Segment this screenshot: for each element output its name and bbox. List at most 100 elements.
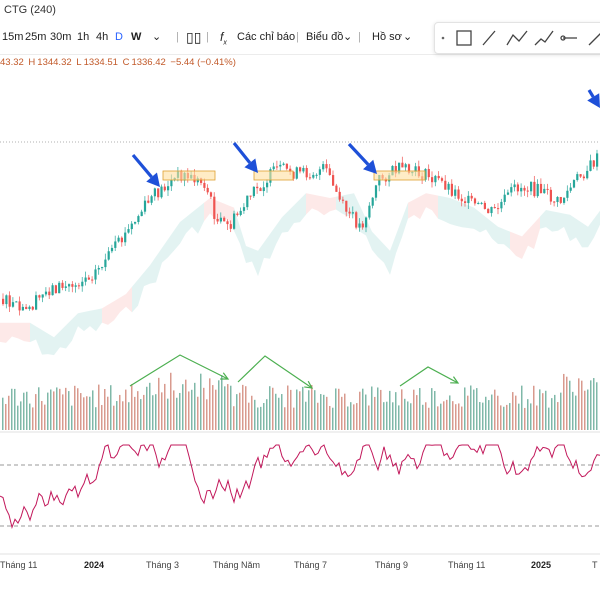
volume-bar xyxy=(542,393,544,430)
timeframe-1h[interactable]: 1h xyxy=(77,31,90,43)
candle-body xyxy=(434,175,437,183)
volume-bar xyxy=(500,405,502,430)
cloud-segment xyxy=(468,205,474,229)
candle-body xyxy=(427,168,430,178)
candle-body xyxy=(543,188,546,194)
bar-style-icon[interactable]: ▯▯ xyxy=(186,29,202,45)
candle-body xyxy=(473,198,477,204)
separator: | xyxy=(296,31,299,43)
trend-line-icon xyxy=(482,30,496,46)
candle-body xyxy=(150,196,153,203)
volume-bar xyxy=(383,402,385,430)
candle-body xyxy=(398,162,401,174)
volume-bar xyxy=(377,387,379,430)
candle-body xyxy=(87,277,90,280)
candle-body xyxy=(335,185,338,192)
cloud-segment xyxy=(156,247,162,283)
cloud-segment xyxy=(528,223,534,249)
volume-bar xyxy=(497,395,499,430)
candle-body xyxy=(35,295,38,310)
volume-bar xyxy=(392,402,394,430)
profile-button[interactable]: Hồ sơ xyxy=(372,31,402,43)
candle-body xyxy=(348,211,351,214)
timeframe-30m[interactable]: 30m xyxy=(50,31,72,43)
drag-handle-icon xyxy=(441,36,445,40)
candle-body xyxy=(503,194,506,202)
volume-bar xyxy=(338,388,340,430)
symbol-title[interactable]: CTG (240) xyxy=(4,4,56,16)
arrow-head xyxy=(244,158,258,173)
volume-bar xyxy=(149,382,151,430)
volume-bar xyxy=(218,380,220,430)
indicators-icon[interactable]: fx xyxy=(220,30,227,47)
candle-body xyxy=(5,295,8,305)
volume-bar xyxy=(116,401,118,430)
volume-bar xyxy=(437,406,439,430)
chart-canvas[interactable] xyxy=(0,70,600,570)
cloud-segment xyxy=(282,211,288,233)
timeframe-4h[interactable]: 4h xyxy=(96,31,109,43)
volume-bar xyxy=(443,401,445,430)
cloud-segment xyxy=(570,214,576,242)
cloud-segment xyxy=(450,198,456,226)
candle-body xyxy=(110,247,114,252)
cloud-segment xyxy=(318,195,324,216)
candle-body xyxy=(81,281,84,287)
x-tick-label: Tháng 11 xyxy=(0,560,38,570)
candle-body xyxy=(38,295,41,298)
candle-body xyxy=(206,187,209,193)
candle-body xyxy=(91,279,94,281)
volume-bar xyxy=(32,407,34,430)
volume-bar xyxy=(107,396,109,430)
candle-body xyxy=(143,200,147,212)
timeframe-d[interactable]: D xyxy=(115,31,123,43)
volume-bar xyxy=(95,407,97,430)
volume-bar xyxy=(389,390,391,430)
volume-bars xyxy=(2,372,598,430)
volume-bar xyxy=(257,407,259,430)
volume-bar xyxy=(8,395,10,430)
candle-body xyxy=(233,213,236,229)
chevron-down-icon[interactable]: ⌄ xyxy=(403,31,413,43)
volume-bar xyxy=(68,391,70,430)
x-tick-label: Tháng Năm xyxy=(213,560,261,570)
timeframe-w[interactable]: W xyxy=(131,31,142,43)
candle-body xyxy=(101,267,104,269)
volume-bar xyxy=(308,390,310,430)
candle-body xyxy=(457,189,460,199)
indicators-button[interactable]: Các chỉ báo xyxy=(237,31,296,43)
candle-body xyxy=(325,164,328,169)
volume-bar xyxy=(74,385,76,430)
volume-bar xyxy=(233,406,235,430)
candle-body xyxy=(513,184,516,188)
candle-body xyxy=(589,160,592,171)
volume-bar xyxy=(56,387,58,430)
volume-bar xyxy=(128,402,130,430)
candle-body xyxy=(77,285,81,287)
volume-bar xyxy=(518,403,520,430)
cloud-segment xyxy=(138,272,144,306)
candle-body xyxy=(41,294,44,298)
volume-bar xyxy=(296,389,298,430)
candle-body xyxy=(15,301,18,303)
cloud-segment xyxy=(246,246,252,264)
volume-bar xyxy=(512,392,514,430)
volume-bar xyxy=(482,402,484,430)
drawing-tools-icons xyxy=(441,30,600,46)
chevron-down-icon[interactable]: ⌄ xyxy=(343,31,353,43)
volume-bar xyxy=(152,395,154,430)
cloud-segment xyxy=(486,217,492,239)
cloud-segment xyxy=(456,200,462,228)
candle-body xyxy=(533,181,536,197)
candle-body xyxy=(236,213,239,215)
chart-type-button[interactable]: Biểu đồ xyxy=(306,31,344,43)
timeframe-15m[interactable]: 15m xyxy=(2,31,24,43)
volume-bar xyxy=(65,387,67,430)
volume-bar xyxy=(488,400,490,430)
timeframe-dropdown-icon[interactable]: ⌄ xyxy=(152,31,162,43)
cloud-segment xyxy=(180,217,186,244)
volume-bar xyxy=(38,387,40,430)
timeframe-25m[interactable]: 25m xyxy=(25,31,47,43)
volume-bar xyxy=(422,404,424,430)
candle-body xyxy=(295,167,298,179)
